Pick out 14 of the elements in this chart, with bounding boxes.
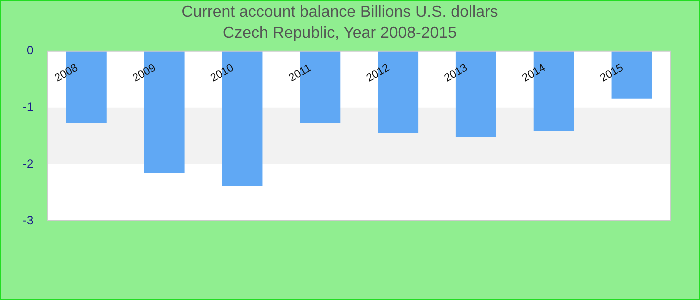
x-tick-label: 2015: [598, 62, 626, 85]
x-tick-label: 2013: [442, 62, 470, 85]
x-tick-label: 2014: [520, 62, 548, 85]
chart-subtitle: Czech Republic, Year 2008-2015: [223, 25, 458, 42]
y-tick-label: -3: [23, 213, 34, 228]
y-tick-label: -2: [23, 156, 34, 171]
x-tick-label: 2011: [287, 62, 314, 85]
y-tick-label: -1: [23, 100, 34, 114]
x-tick-label: 2009: [130, 62, 158, 85]
x-tick-label: 2012: [364, 62, 392, 85]
y-tick-label: 0: [26, 44, 34, 58]
chart-title: Current account balance Billions U.S. dollars: [182, 4, 498, 22]
x-tick-label: 2008: [53, 62, 80, 85]
x-tick-label: 2010: [208, 62, 236, 85]
